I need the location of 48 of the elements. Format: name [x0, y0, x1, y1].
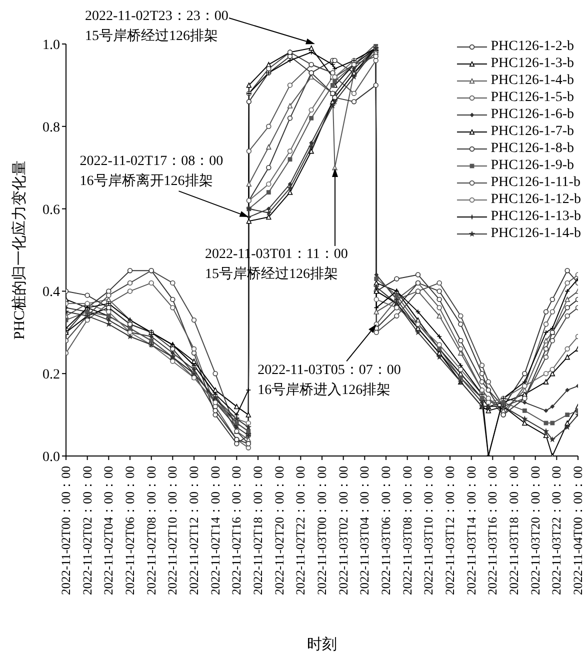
x-tick-label: 2022-11-02T22：00：00 [294, 466, 308, 595]
y-tick-label: 0.8 [42, 120, 60, 136]
x-tick-label: 2022-11-02T06：00：00 [123, 466, 137, 595]
x-tick-label: 2022-11-02T12：00：00 [187, 466, 201, 595]
x-tick-label: 2022-11-03T04：00：00 [358, 466, 372, 595]
x-tick-label: 2022-11-02T00：00：00 [59, 466, 73, 595]
x-tick-label: 2022-11-02T16：00：00 [230, 466, 244, 595]
x-tick-label: 2022-11-02T08：00：00 [144, 466, 158, 595]
legend-label: PHC126-1-5-b [490, 89, 574, 106]
y-tick-label: 0.4 [42, 285, 60, 300]
x-tick-label: 2022-11-03T18：00：00 [507, 466, 521, 595]
annotation: 2022-11-03T05：07：00 16号岸桥进入126排架 [258, 363, 401, 398]
x-tick-label: 2022-11-02T18：00：00 [251, 466, 265, 595]
legend-label: PHC126-1-14-b [490, 225, 581, 242]
legend-label: PHC126-1-7-b [490, 123, 574, 140]
x-tick-label: 2022-11-03T20：00：00 [528, 466, 542, 595]
legend-label: PHC126-1-9-b [490, 157, 574, 174]
y-tick-label: 0.6 [42, 202, 60, 218]
x-tick-label: 2022-11-03T10：00：00 [422, 466, 436, 595]
legend-label: PHC126-1-2-b [490, 38, 574, 55]
legend-label: PHC126-1-4-b [490, 72, 574, 89]
x-tick-label: 2022-11-03T00：00：00 [315, 466, 329, 595]
legend-label: PHC126-1-8-b [490, 140, 574, 157]
x-axis-title: 时刻 [307, 636, 337, 653]
x-tick-label: 2022-11-03T06：00：00 [379, 466, 393, 595]
y-axis-title: PHC桩的归一化应力变化量 [11, 160, 28, 340]
legend-label: PHC126-1-6-b [490, 106, 574, 123]
legend-label: PHC126-1-3-b [490, 55, 574, 72]
x-tick-label: 2022-11-03T12：00：00 [443, 466, 457, 595]
y-tick-label: 0.0 [42, 450, 60, 465]
y-tick-label: 1.0 [42, 38, 60, 53]
x-tick-label: 2022-11-02T10：00：00 [166, 466, 180, 595]
x-tick-label: 2022-11-03T14：00：00 [464, 466, 478, 595]
x-tick-label: 2022-11-02T20：00：00 [272, 466, 286, 595]
x-tick-label: 2022-11-02T02：00：00 [80, 466, 94, 595]
x-tick-label: 2022-11-03T08：00：00 [400, 466, 414, 595]
legend-label: PHC126-1-11-b [490, 174, 580, 191]
x-tick-label: 2022-11-03T22：00：00 [550, 466, 564, 595]
legend-label: PHC126-1-12-b [490, 191, 581, 208]
x-tick-label: 2022-11-03T16：00：00 [486, 466, 500, 595]
legend-label: PHC126-1-13-b [490, 208, 581, 225]
annotation: 2022-11-02T17：08：00 16号岸桥离开126排架 [80, 154, 224, 190]
y-tick-label: 0.2 [42, 368, 60, 383]
annotation: 2022-11-02T23：23：00 15号岸桥经过126排架 [85, 9, 228, 44]
x-tick-label: 2022-11-02T14：00：00 [208, 466, 222, 595]
x-tick-label: 2022-11-04T00：00：00 [571, 466, 585, 595]
x-tick-label: 2022-11-03T02：00：00 [336, 466, 350, 595]
x-tick-label: 2022-11-02T04：00：00 [102, 466, 116, 595]
